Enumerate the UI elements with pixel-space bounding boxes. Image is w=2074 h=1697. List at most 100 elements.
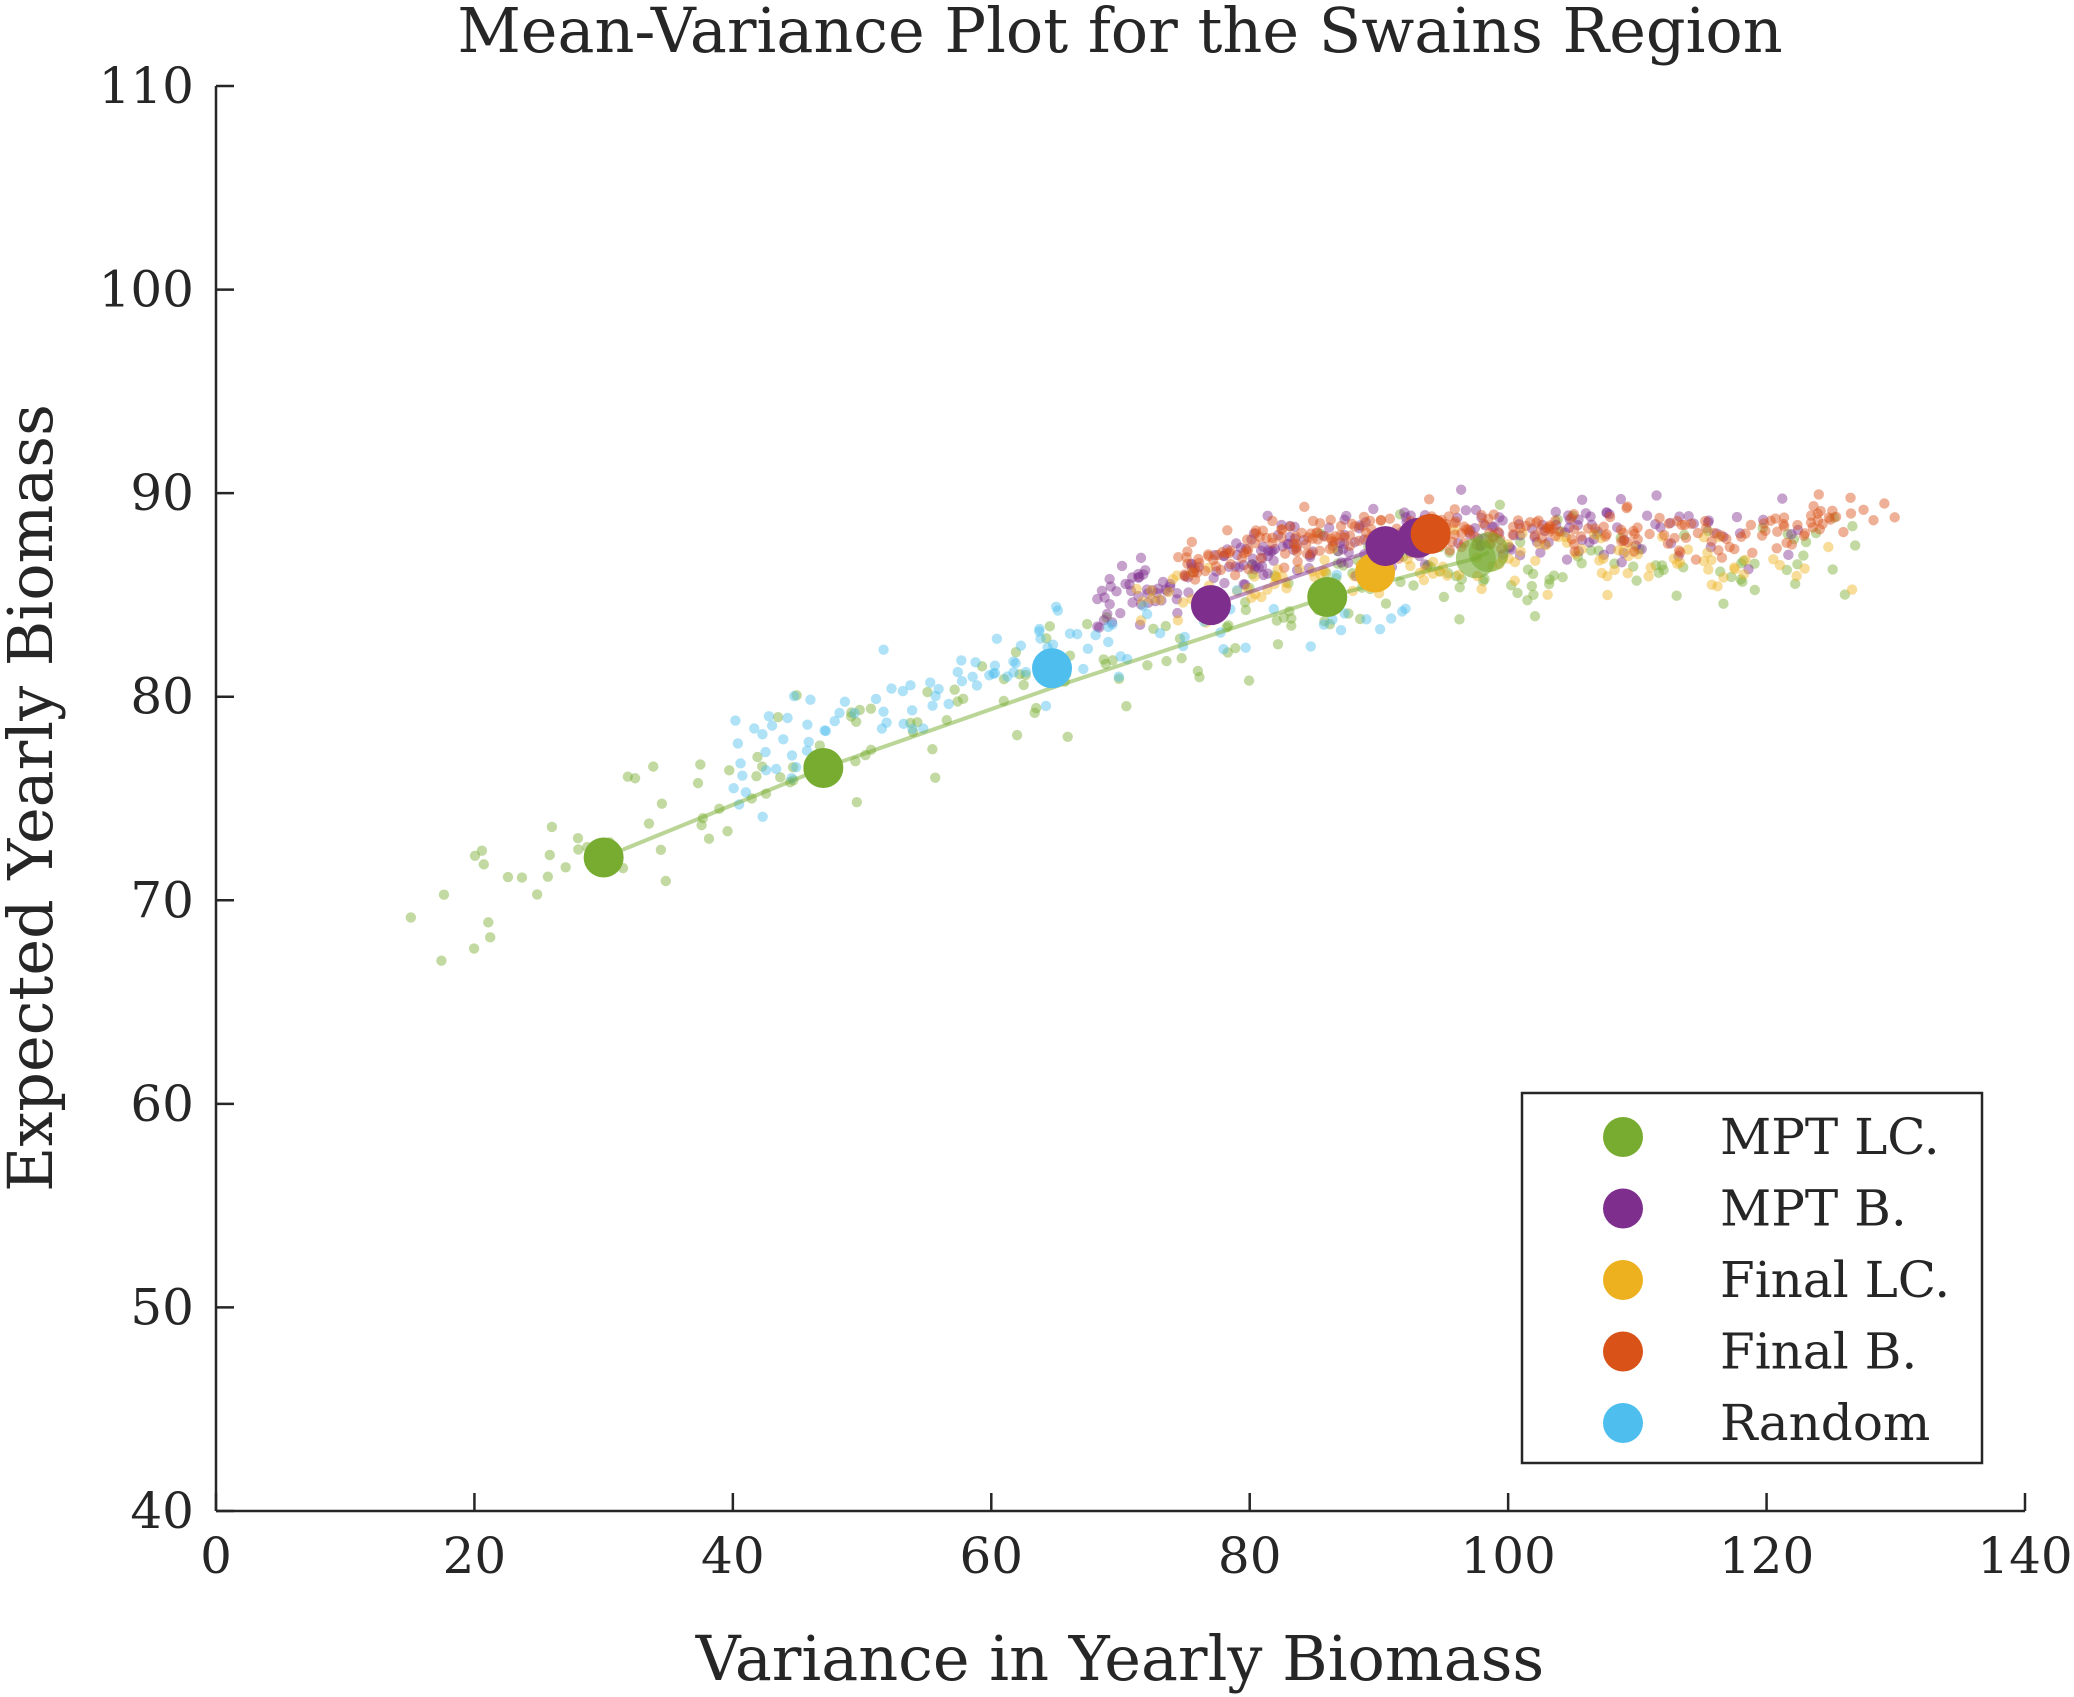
scatter-point bbox=[786, 750, 798, 761]
scatter-point bbox=[1673, 550, 1684, 562]
scatter-point bbox=[740, 787, 752, 798]
scatter-point bbox=[531, 889, 543, 900]
scatter-point bbox=[1189, 563, 1201, 574]
scatter-point bbox=[849, 707, 860, 719]
scatter-point bbox=[1580, 508, 1592, 519]
scatter-point bbox=[1628, 525, 1639, 537]
scatter-point bbox=[1020, 666, 1032, 678]
scatter-point bbox=[1419, 559, 1431, 570]
scatter-point bbox=[905, 717, 916, 729]
scatter-point bbox=[1589, 523, 1601, 534]
scatter-point bbox=[998, 673, 1010, 685]
scatter-point bbox=[1839, 589, 1851, 600]
scatter-point bbox=[1303, 532, 1314, 543]
scatter-point bbox=[1541, 522, 1552, 534]
scatter-point bbox=[1772, 526, 1783, 537]
scatter-point bbox=[834, 707, 845, 719]
y-tick-label: 110 bbox=[99, 57, 194, 115]
scatter-point bbox=[1563, 510, 1574, 521]
scatter-point bbox=[1522, 595, 1533, 606]
y-axis-label: Expected Yearly Biomass bbox=[0, 404, 67, 1192]
scatter-point bbox=[1353, 535, 1365, 547]
scatter-point bbox=[1550, 530, 1561, 542]
scatter-point bbox=[751, 771, 762, 782]
scatter-point bbox=[1535, 547, 1546, 558]
scatter-point bbox=[984, 670, 995, 681]
scatter-point bbox=[1476, 510, 1487, 521]
scatter-point bbox=[1234, 562, 1245, 573]
scatter-point bbox=[1632, 522, 1643, 533]
scatter-point bbox=[1218, 643, 1229, 655]
scatter-point bbox=[1218, 550, 1230, 562]
scatter-point bbox=[1349, 521, 1360, 532]
scatter-point bbox=[1327, 543, 1339, 554]
scatter-point bbox=[1179, 569, 1190, 580]
scatter-point bbox=[1615, 532, 1627, 543]
legend-label: Final LC. bbox=[1720, 1251, 1950, 1309]
scatter-point bbox=[643, 818, 655, 829]
scatter-point bbox=[1449, 517, 1460, 529]
scatter-point bbox=[766, 720, 778, 731]
scatter-point bbox=[952, 666, 963, 678]
legend-marker bbox=[1603, 1331, 1643, 1372]
scatter-point bbox=[1705, 541, 1716, 553]
scatter-point bbox=[1653, 567, 1664, 579]
scatter-point bbox=[1208, 572, 1219, 584]
scatter-point bbox=[502, 871, 514, 883]
scatter-point bbox=[752, 751, 763, 763]
scatter-point bbox=[1665, 517, 1676, 529]
scatter-point bbox=[1380, 598, 1392, 609]
scatter-point bbox=[1330, 531, 1341, 542]
scatter-point bbox=[956, 655, 967, 666]
scatter-point bbox=[1325, 533, 1337, 544]
scatter-point bbox=[1674, 511, 1685, 522]
scatter-point bbox=[1799, 563, 1810, 574]
scatter-point bbox=[1817, 518, 1828, 530]
scatter-point bbox=[1211, 566, 1222, 577]
scatter-point bbox=[1030, 702, 1042, 714]
scatter-point bbox=[967, 671, 978, 682]
scatter-point bbox=[1300, 539, 1312, 550]
scatter-point bbox=[1327, 540, 1338, 551]
scatter-point bbox=[1544, 520, 1556, 531]
scatter-point bbox=[1738, 555, 1749, 567]
scatter-point bbox=[1242, 544, 1254, 555]
scatter-point bbox=[1203, 549, 1214, 560]
scatter-point bbox=[1749, 584, 1760, 596]
scatter-point bbox=[1072, 628, 1083, 640]
scatter-point bbox=[1463, 524, 1474, 535]
scatter-point bbox=[1444, 545, 1456, 556]
scatter-point bbox=[829, 715, 840, 727]
scatter-point bbox=[1194, 557, 1205, 569]
scatter-point bbox=[1154, 594, 1166, 605]
scatter-point bbox=[1090, 629, 1101, 641]
scatter-point bbox=[1662, 538, 1674, 549]
scatter-point bbox=[1262, 510, 1273, 521]
scatter-point bbox=[1786, 539, 1798, 550]
scatter-point bbox=[1747, 547, 1758, 558]
scatter-point bbox=[1344, 540, 1356, 552]
scatter-point bbox=[1825, 514, 1836, 525]
scatter-point bbox=[1338, 538, 1350, 550]
scatter-point bbox=[850, 716, 862, 727]
scatter-point bbox=[1052, 605, 1064, 616]
scatter-point bbox=[1561, 554, 1573, 565]
scatter-point bbox=[1745, 519, 1757, 531]
y-tick-label: 50 bbox=[130, 1278, 194, 1336]
scatter-point bbox=[1798, 530, 1810, 541]
scatter-point bbox=[1015, 640, 1027, 651]
scatter-point bbox=[436, 955, 447, 966]
scatter-point bbox=[1258, 569, 1269, 581]
scatter-point bbox=[1133, 571, 1145, 583]
scatter-point bbox=[1845, 492, 1856, 504]
scatter-point bbox=[1596, 567, 1608, 579]
scatter-point bbox=[1644, 528, 1655, 540]
scatter-point bbox=[1792, 559, 1803, 570]
scatter-point bbox=[1651, 490, 1662, 501]
scatter-point bbox=[1487, 521, 1498, 533]
scatter-point bbox=[1171, 588, 1183, 599]
scatter-point bbox=[544, 849, 555, 861]
scatter-point bbox=[1281, 583, 1292, 594]
scatter-point bbox=[1540, 539, 1551, 550]
